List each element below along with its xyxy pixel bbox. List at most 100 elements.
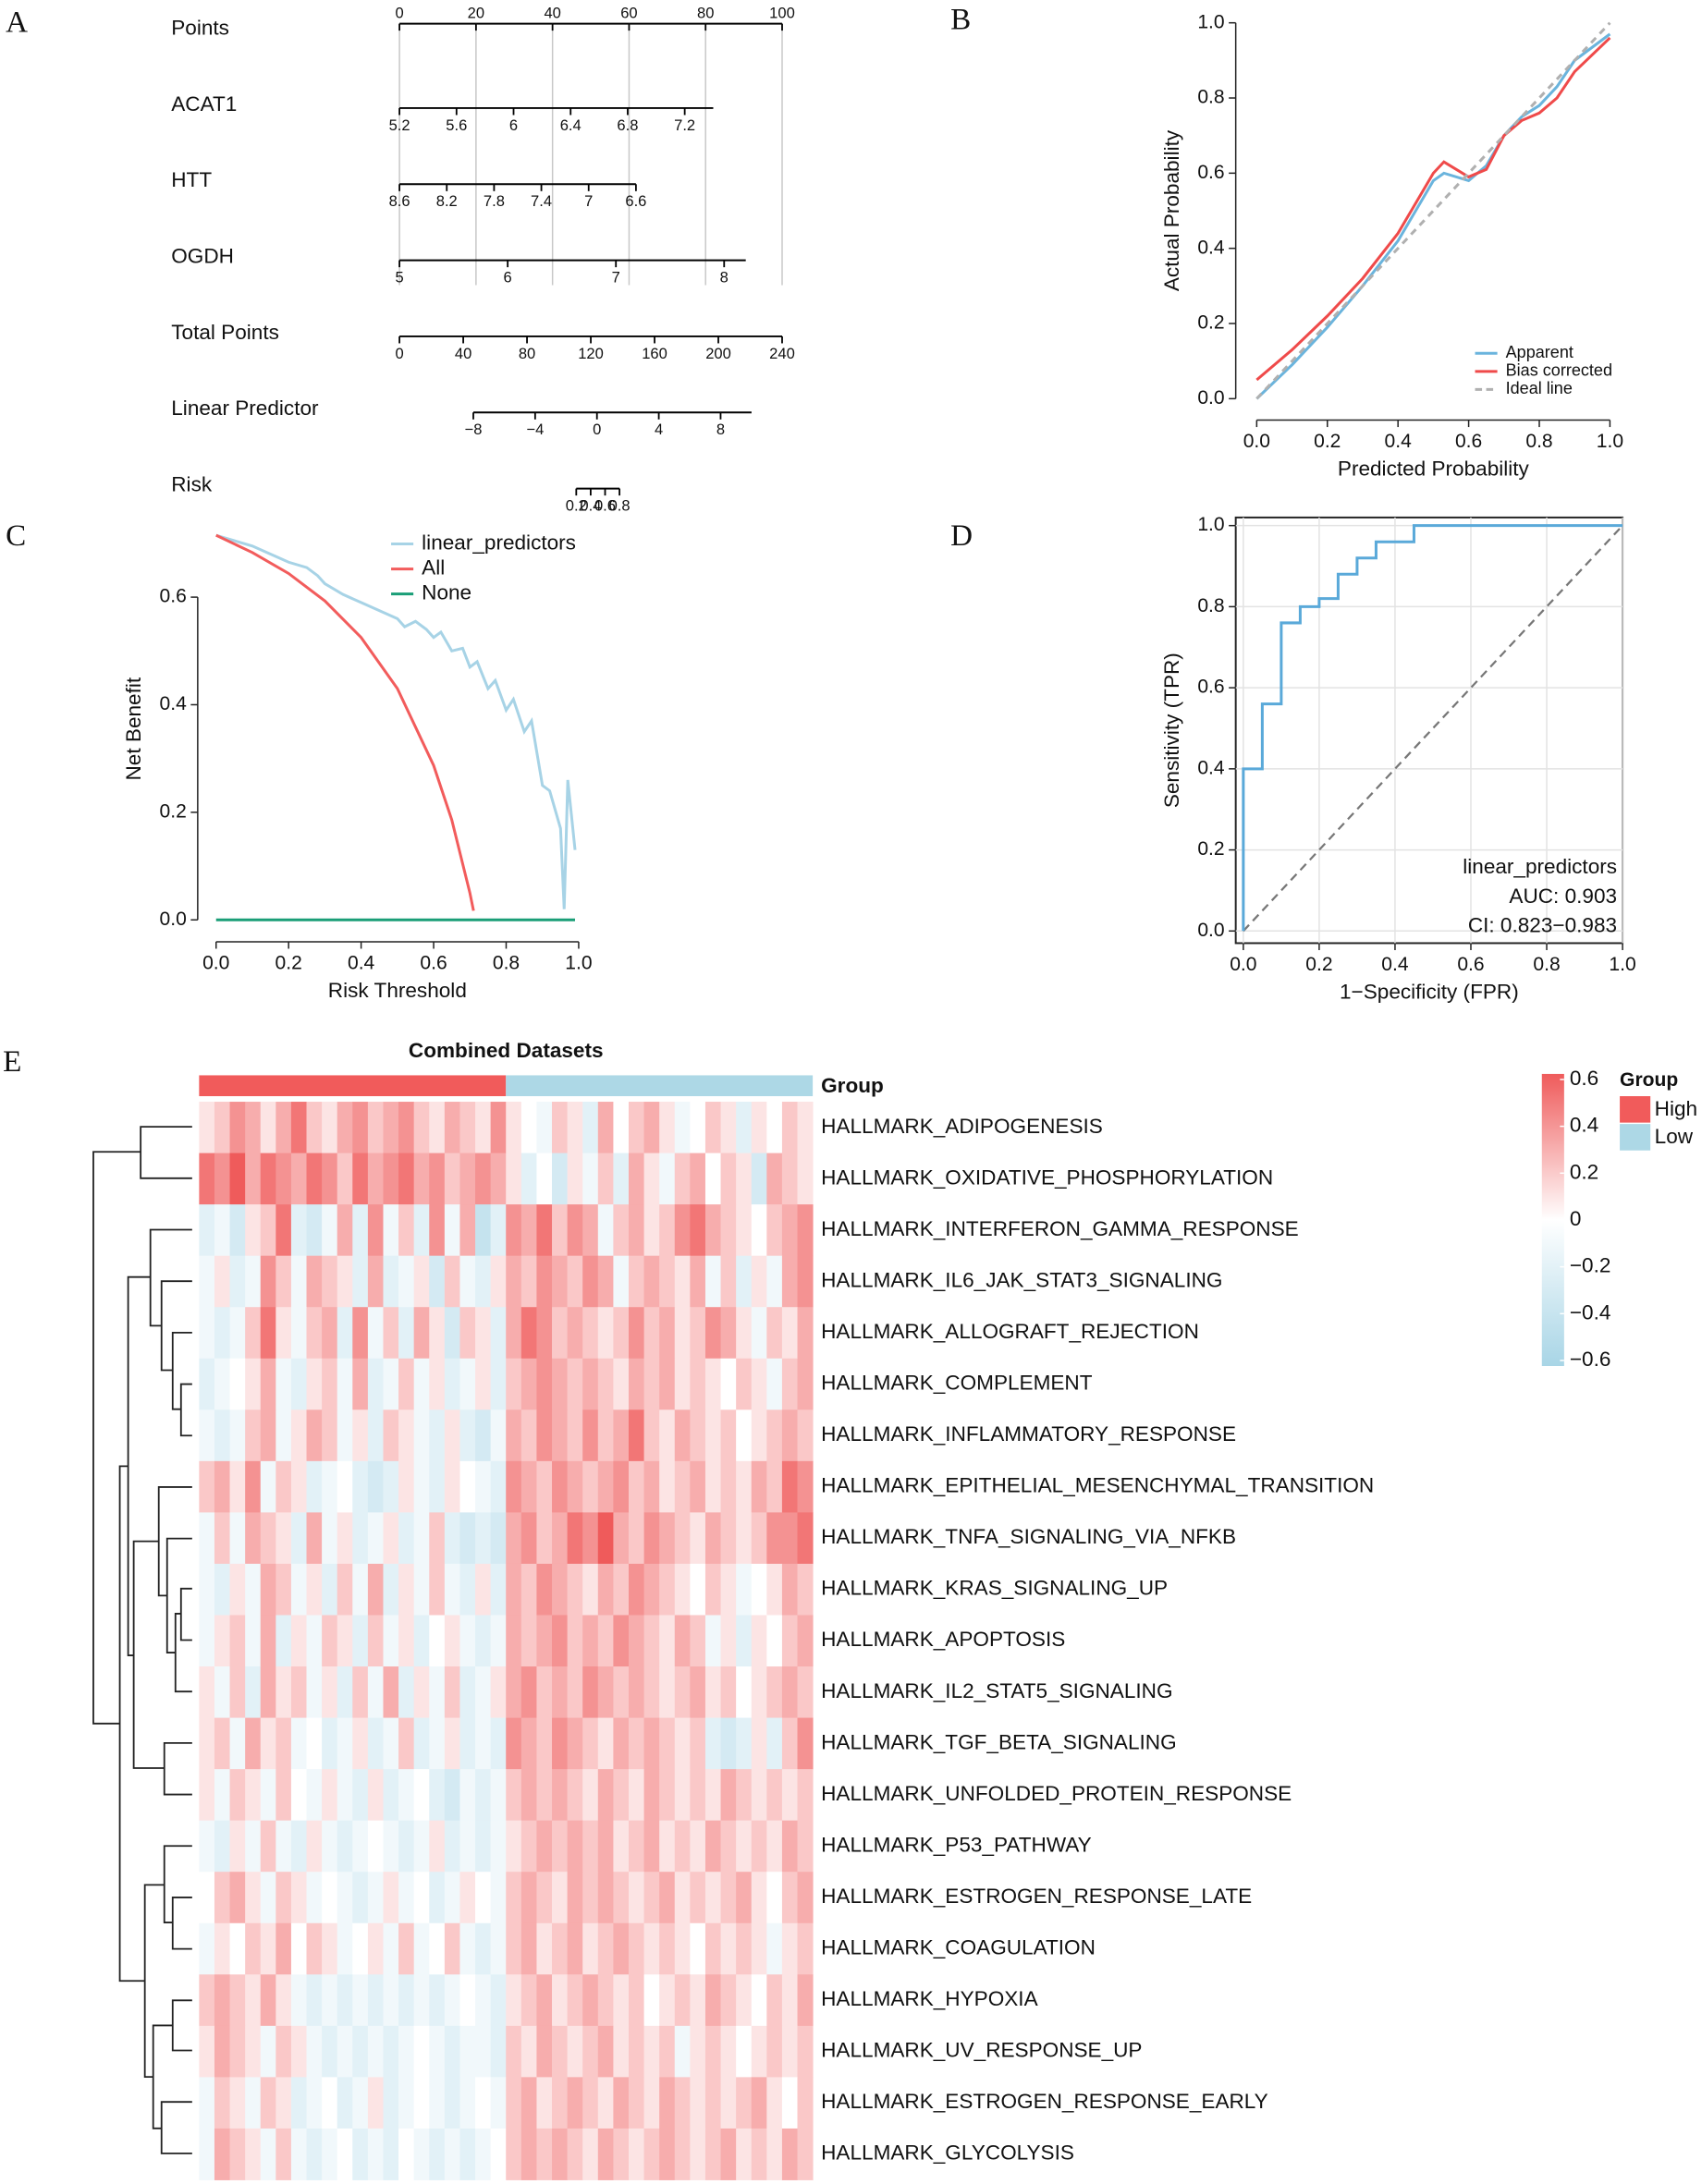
heat-cell — [704, 1666, 721, 1719]
tick-label: 8.2 — [436, 192, 458, 210]
heat-cell — [199, 1409, 215, 1462]
heat-cell — [582, 1307, 599, 1360]
heat-cell — [322, 1820, 338, 1873]
heat-cell — [229, 1615, 246, 1667]
heat-cell — [736, 2128, 753, 2180]
y-tick-label: 0.2 — [1197, 312, 1224, 334]
heat-cell — [506, 1563, 522, 1616]
heat-cell — [781, 2025, 798, 2078]
heat-cell — [643, 1615, 660, 1667]
heat-cell — [490, 1255, 507, 1308]
row-label: HALLMARK_ESTROGEN_RESPONSE_LATE — [821, 1885, 1252, 1908]
row-label: HALLMARK_INTERFERON_GAMMA_RESPONSE — [821, 1217, 1299, 1240]
heat-cell — [781, 1153, 798, 1205]
heat-cell — [398, 1615, 415, 1667]
heat-cell — [597, 1820, 614, 1873]
heat-cell — [536, 2025, 553, 2078]
heat-cell — [520, 2077, 537, 2129]
heat-cell — [444, 1666, 460, 1719]
heat-cell — [214, 1204, 231, 1257]
heat-cell — [398, 1460, 415, 1513]
heat-cell — [413, 1615, 430, 1667]
heat-cell — [398, 1255, 415, 1308]
heat-cell — [475, 1204, 492, 1257]
heat-cell — [674, 1974, 691, 2027]
tick-label: 20 — [468, 4, 484, 21]
heat-cell — [704, 1512, 721, 1565]
heat-cell — [704, 1307, 721, 1360]
heat-cell — [613, 1204, 630, 1257]
heat-cell — [429, 1769, 446, 1822]
heat-cell — [567, 1769, 583, 1822]
heat-cell — [751, 1307, 767, 1360]
heat-cell — [322, 1102, 338, 1154]
y-tick-label: 0.6 — [160, 586, 187, 607]
annotation: linear_predictors — [1463, 855, 1617, 878]
heat-cell — [352, 1102, 369, 1154]
heat-cell — [597, 1102, 614, 1154]
row-label: HALLMARK_COAGULATION — [821, 1936, 1096, 1959]
heat-cell — [459, 1769, 476, 1822]
heat-cell — [567, 1512, 583, 1565]
heat-cell — [260, 1615, 276, 1667]
heat-cell — [444, 2025, 460, 2078]
heat-cell — [352, 1153, 369, 1205]
heat-cell — [337, 1255, 353, 1308]
heat-cell — [490, 1358, 507, 1410]
heat-cell — [797, 1615, 814, 1667]
heat-cell — [413, 1872, 430, 1924]
row-label: HTT — [171, 168, 212, 191]
y-axis-label: Sensitivity (TPR) — [1160, 653, 1183, 808]
heat-cell — [199, 1512, 215, 1565]
panel-label: C — [6, 519, 26, 553]
heat-cell — [260, 1512, 276, 1565]
heat-cell — [659, 1358, 676, 1410]
heat-cell — [383, 1153, 399, 1205]
dendrogram — [92, 1126, 192, 2154]
heat-cell — [413, 1204, 430, 1257]
heat-cell — [367, 1460, 384, 1513]
heat-cell — [659, 1563, 676, 1616]
heat-cell — [367, 1769, 384, 1822]
heat-cell — [199, 1460, 215, 1513]
heat-cell — [229, 2128, 246, 2180]
heat-cell — [736, 1717, 753, 1770]
heat-cell — [383, 1358, 399, 1410]
heat-cell — [260, 1358, 276, 1410]
heat-cell — [413, 1255, 430, 1308]
heat-cell — [720, 1872, 737, 1924]
heat-cell — [444, 1820, 460, 1873]
row-label: HALLMARK_HYPOXIA — [821, 1987, 1037, 2010]
heat-cell — [337, 1409, 353, 1462]
heat-cell — [536, 1769, 553, 1822]
heat-cell — [797, 1153, 814, 1205]
heat-cell — [199, 1974, 215, 2027]
heat-cell — [413, 1460, 430, 1513]
heat-cell — [337, 1974, 353, 2027]
heat-cell — [766, 2128, 783, 2180]
heat-cell — [306, 1460, 323, 1513]
heat-cell — [429, 1872, 446, 1924]
heat-cell — [444, 1102, 460, 1154]
heat-cell — [643, 1153, 660, 1205]
tick-label: 40 — [455, 345, 471, 362]
heat-cell — [659, 2025, 676, 2078]
heat-cell — [643, 1460, 660, 1513]
heat-cell — [459, 1102, 476, 1154]
heat-cell — [520, 1512, 537, 1565]
heat-cell — [766, 1922, 783, 1975]
heat-cell — [367, 1409, 384, 1462]
heat-cell — [520, 1204, 537, 1257]
heat-cell — [674, 1204, 691, 1257]
heat-cell — [751, 1769, 767, 1822]
heat-cell — [674, 1460, 691, 1513]
heat-cell — [260, 2025, 276, 2078]
heat-cell — [475, 1460, 492, 1513]
heat-cell — [766, 1666, 783, 1719]
heat-cell — [613, 1563, 630, 1616]
heat-cell — [276, 1615, 292, 1667]
heat-cell — [367, 1717, 384, 1770]
heat-cell — [567, 1666, 583, 1719]
heat-cell — [475, 1820, 492, 1873]
heat-cell — [567, 1307, 583, 1360]
